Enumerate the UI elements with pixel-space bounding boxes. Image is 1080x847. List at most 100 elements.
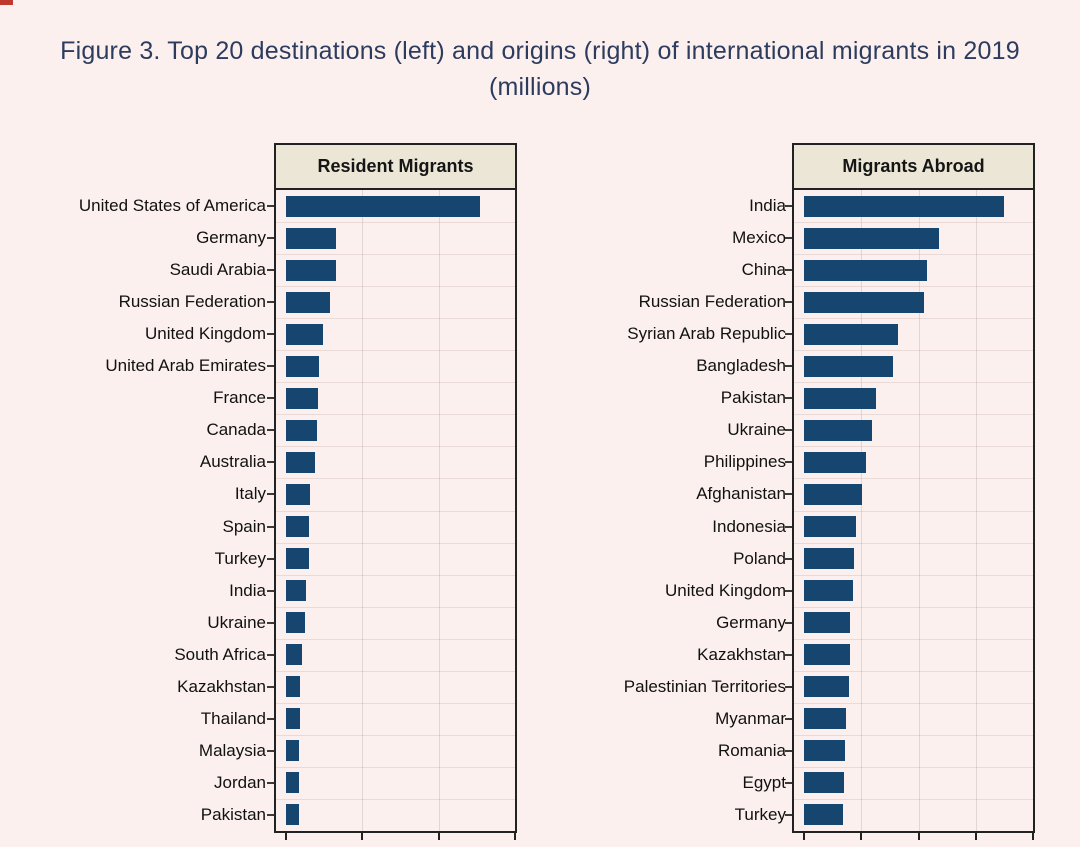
gridline-horizontal — [794, 670, 1033, 672]
category-label: Myanmar — [715, 708, 786, 728]
category-label: Saudi Arabia — [169, 260, 266, 280]
bar — [286, 548, 309, 570]
gridline-horizontal — [276, 350, 515, 352]
y-axis-tick — [785, 653, 792, 656]
bar — [804, 259, 927, 281]
gridline-horizontal — [276, 542, 515, 544]
bar — [286, 387, 318, 409]
gridline-horizontal — [794, 766, 1033, 768]
category-label: Spain — [222, 516, 266, 536]
y-axis-tick — [785, 813, 792, 816]
y-axis-tick — [785, 301, 792, 304]
category-label: Ukraine — [207, 612, 266, 632]
y-axis-tick — [785, 781, 792, 784]
bar — [804, 387, 877, 409]
gridline-vertical — [975, 190, 977, 831]
y-axis-tick — [785, 685, 792, 688]
y-axis-tick — [785, 557, 792, 560]
panel-header: Resident Migrants — [274, 143, 517, 190]
y-axis-tick — [785, 717, 792, 720]
bar — [286, 612, 306, 634]
bar — [286, 259, 336, 281]
bar — [286, 580, 306, 602]
bar — [804, 419, 872, 441]
gridline-horizontal — [794, 446, 1033, 448]
gridline-horizontal — [794, 222, 1033, 224]
gridline-horizontal — [794, 286, 1033, 288]
category-label: Pakistan — [200, 804, 266, 824]
y-axis-tick — [267, 653, 274, 656]
category-label: Syrian Arab Republic — [627, 324, 786, 344]
gridline-horizontal — [276, 638, 515, 640]
y-axis-tick — [785, 749, 792, 752]
y-axis-tick — [267, 589, 274, 592]
bar — [804, 644, 850, 666]
corner-red-mark — [0, 0, 13, 5]
bar — [286, 644, 303, 666]
gridline-horizontal — [276, 734, 515, 736]
y-axis-tick — [267, 493, 274, 496]
y-axis-tick — [785, 525, 792, 528]
gridline-horizontal — [794, 638, 1033, 640]
category-label: China — [741, 260, 786, 280]
category-label: United Arab Emirates — [105, 356, 266, 376]
y-axis-tick — [267, 237, 274, 240]
bar — [804, 612, 850, 634]
y-axis-tick — [267, 749, 274, 752]
y-axis-tick — [267, 685, 274, 688]
bar — [286, 323, 323, 345]
category-label: Kazakhstan — [177, 676, 266, 696]
bar — [804, 483, 863, 505]
category-label: Bangladesh — [696, 356, 786, 376]
panel-title: Resident Migrants — [317, 156, 474, 176]
bar — [804, 580, 854, 602]
category-label: Germany — [716, 612, 786, 632]
category-label: India — [229, 580, 266, 600]
gridline-horizontal — [794, 798, 1033, 800]
bar — [804, 772, 845, 794]
gridline-horizontal — [794, 318, 1033, 320]
bar — [804, 548, 855, 570]
category-label: Turkey — [734, 804, 786, 824]
bar — [286, 483, 311, 505]
y-axis-tick — [785, 589, 792, 592]
x-axis-tick — [974, 833, 977, 840]
gridline-horizontal — [794, 606, 1033, 608]
gridline-horizontal — [794, 734, 1033, 736]
category-label: Afghanistan — [696, 484, 786, 504]
bar — [286, 740, 299, 762]
category-label: Thailand — [200, 708, 266, 728]
y-axis-tick — [785, 333, 792, 336]
y-axis-tick — [785, 493, 792, 496]
panel-header: Migrants Abroad — [792, 143, 1035, 190]
category-label: Malaysia — [198, 740, 266, 760]
category-label: Canada — [206, 420, 266, 440]
bar — [286, 227, 336, 249]
plot-area-border — [792, 188, 1035, 833]
bar — [804, 516, 856, 538]
y-axis-tick — [267, 813, 274, 816]
bar — [286, 804, 299, 826]
gridline-horizontal — [276, 382, 515, 384]
y-axis-tick — [785, 461, 792, 464]
gridline-horizontal — [794, 510, 1033, 512]
gridline-horizontal — [276, 670, 515, 672]
bar — [804, 291, 925, 313]
x-axis-tick — [803, 833, 805, 840]
bar — [804, 451, 866, 473]
category-label: Ukraine — [727, 420, 786, 440]
category-label: Russian Federation — [118, 292, 266, 312]
gridline-vertical — [438, 190, 440, 831]
bar — [286, 708, 300, 730]
category-label: Palestinian Territories — [623, 676, 786, 696]
category-label: Egypt — [742, 772, 786, 792]
bar — [804, 740, 846, 762]
category-label: Kazakhstan — [697, 644, 786, 664]
category-label: Australia — [199, 452, 266, 472]
figure-title-line1: Figure 3. Top 20 destinations (left) and… — [60, 37, 1020, 65]
gridline-horizontal — [276, 766, 515, 768]
y-axis-tick — [785, 397, 792, 400]
bar — [804, 195, 1005, 217]
y-axis-tick — [267, 781, 274, 784]
